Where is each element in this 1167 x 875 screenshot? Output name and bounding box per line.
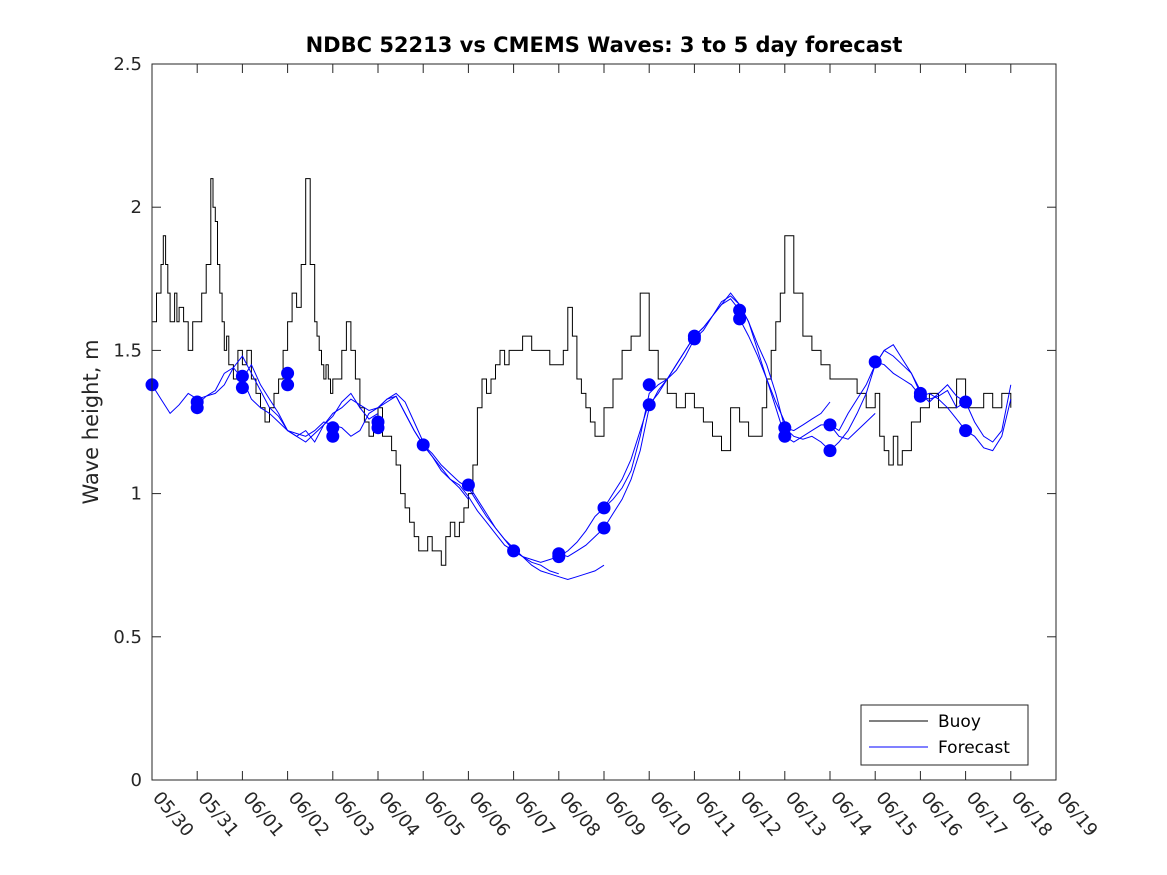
forecast-line-12 <box>694 292 831 432</box>
forecast-marker <box>959 424 973 438</box>
forecast-marker <box>281 378 295 392</box>
x-tick-label: 06/08 <box>555 788 604 841</box>
forecast-marker <box>868 355 882 369</box>
legend-box <box>860 704 1029 766</box>
y-tick-label: 1.5 <box>113 340 142 361</box>
forecast-line-14 <box>784 349 921 452</box>
forecast-marker <box>235 381 249 395</box>
x-tick-label: 06/01 <box>239 788 288 841</box>
x-tick-label: 06/15 <box>871 788 920 841</box>
x-tick-label: 06/06 <box>465 788 514 841</box>
forecast-marker <box>687 332 701 346</box>
y-tick-label: 2.5 <box>113 54 142 75</box>
forecast-marker <box>416 438 430 452</box>
x-tick-label: 06/05 <box>419 788 468 841</box>
forecast-line-0 <box>151 366 288 431</box>
forecast-marker <box>461 478 475 492</box>
forecast-marker <box>235 369 249 383</box>
x-tick-label: 06/10 <box>645 788 694 841</box>
y-tick-label: 0.5 <box>113 627 142 648</box>
forecast-line-15 <box>829 344 966 432</box>
forecast-marker <box>913 389 927 403</box>
forecast-line-7 <box>467 484 605 581</box>
x-tick-label: 06/11 <box>691 788 740 841</box>
forecast-line-6 <box>422 444 559 575</box>
y-tick-label: 2 <box>131 197 142 218</box>
chart-title: NDBC 52213 vs CMEMS Waves: 3 to 5 day fo… <box>306 33 903 57</box>
forecast-marker <box>326 429 340 443</box>
forecast-line-1 <box>196 355 333 437</box>
x-tick-label: 05/31 <box>193 788 242 841</box>
x-tick-label: 05/30 <box>148 788 197 841</box>
forecast-line-13 <box>739 318 876 443</box>
x-tick-label: 06/09 <box>600 788 649 841</box>
x-tick-label: 06/02 <box>284 788 333 841</box>
x-tick-label: 06/03 <box>329 788 378 841</box>
legend: Buoy Forecast <box>860 704 1029 766</box>
forecast-marker <box>642 398 656 412</box>
forecast-marker <box>597 521 611 535</box>
y-axis-label: Wave height, m <box>79 339 103 504</box>
forecast-marker <box>507 544 521 558</box>
forecast-marker <box>281 366 295 380</box>
forecast-marker <box>778 429 792 443</box>
buoy-line <box>152 178 1012 566</box>
x-tick-label: 06/12 <box>736 788 785 841</box>
y-tick-label: 0 <box>131 770 142 791</box>
forecast-marker <box>959 395 973 409</box>
forecast-marker <box>190 401 204 415</box>
legend-label-buoy: Buoy <box>938 712 981 732</box>
x-tick-label: 06/13 <box>781 788 830 841</box>
x-tick-label: 06/19 <box>1052 788 1101 841</box>
forecast-line-8 <box>513 401 650 563</box>
forecast-marker <box>597 501 611 515</box>
legend-label-forecast: Forecast <box>938 738 1010 758</box>
forecast-marker <box>371 421 385 435</box>
forecast-line-11 <box>648 295 786 423</box>
forecast-marker <box>642 378 656 392</box>
buoy-series <box>152 178 1012 566</box>
x-tick-label: 06/07 <box>510 788 559 841</box>
x-tick-label: 06/18 <box>1007 788 1056 841</box>
forecast-series <box>151 292 1012 581</box>
x-tick-label: 06/16 <box>917 788 966 841</box>
forecast-line-2 <box>241 363 379 443</box>
x-tick-label: 06/04 <box>374 788 423 841</box>
forecast-marker <box>733 312 747 326</box>
forecast-marker <box>552 550 566 564</box>
forecast-marker <box>823 444 837 458</box>
forecast-line-5 <box>377 395 514 552</box>
y-tick-label: 1 <box>131 484 142 505</box>
forecast-marker <box>823 418 837 432</box>
x-tick-label: 06/14 <box>826 788 875 841</box>
forecast-line-16 <box>875 361 1012 443</box>
x-tick-label: 06/17 <box>962 788 1011 841</box>
forecast-line-3 <box>287 392 424 443</box>
forecast-markers <box>145 303 973 564</box>
